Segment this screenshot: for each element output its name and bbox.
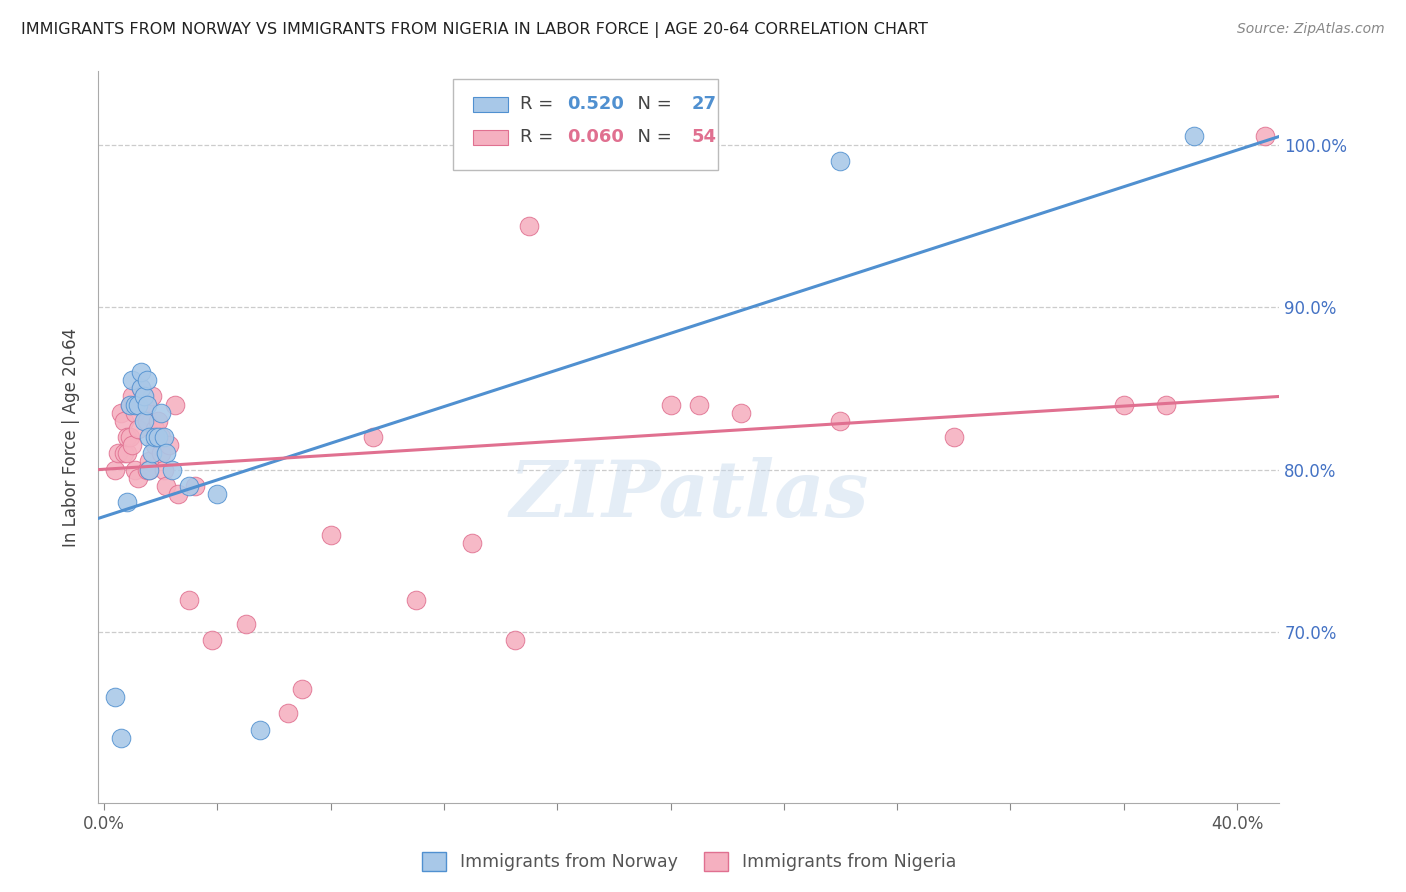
Point — [129, 381, 152, 395]
Point — [129, 381, 152, 395]
Point — [138, 430, 160, 444]
Point — [146, 414, 169, 428]
Point — [249, 723, 271, 737]
Point — [129, 398, 152, 412]
Point — [118, 398, 141, 412]
Point — [1112, 398, 1135, 412]
Text: 54: 54 — [692, 128, 716, 146]
Point — [124, 398, 146, 412]
Point — [112, 446, 135, 460]
Point — [166, 487, 188, 501]
Point — [141, 389, 163, 403]
Point — [730, 406, 752, 420]
Point — [830, 153, 852, 168]
Point — [141, 446, 163, 460]
Y-axis label: In Labor Force | Age 20-64: In Labor Force | Age 20-64 — [62, 327, 80, 547]
Point — [143, 430, 166, 444]
Point — [132, 389, 155, 403]
Point — [132, 398, 155, 412]
Text: IMMIGRANTS FROM NORWAY VS IMMIGRANTS FROM NIGERIA IN LABOR FORCE | AGE 20-64 COR: IMMIGRANTS FROM NORWAY VS IMMIGRANTS FRO… — [21, 22, 928, 38]
Point — [1154, 398, 1177, 412]
Point — [688, 398, 710, 412]
Point — [135, 373, 157, 387]
Point — [138, 462, 160, 476]
Point — [107, 446, 129, 460]
Point — [132, 414, 155, 428]
Point — [461, 535, 484, 549]
Point — [104, 690, 127, 705]
Point — [146, 430, 169, 444]
Point — [135, 462, 157, 476]
Point — [115, 446, 138, 460]
Text: N =: N = — [626, 95, 678, 113]
Point — [127, 422, 149, 436]
Point — [942, 430, 965, 444]
Point — [152, 430, 174, 444]
Point — [118, 430, 141, 444]
FancyBboxPatch shape — [453, 78, 718, 170]
Point — [124, 462, 146, 476]
Point — [235, 617, 257, 632]
Text: ZIPatlas: ZIPatlas — [509, 458, 869, 533]
Text: 27: 27 — [692, 95, 716, 113]
Point — [104, 462, 127, 476]
Point — [1184, 129, 1206, 144]
Point — [183, 479, 205, 493]
Point — [157, 438, 180, 452]
Point — [138, 454, 160, 468]
Point — [112, 414, 135, 428]
Point — [135, 398, 157, 412]
Point — [121, 438, 143, 452]
Point — [830, 414, 852, 428]
Point — [110, 731, 132, 745]
Point — [132, 389, 155, 403]
Point — [121, 373, 143, 387]
Bar — [472, 130, 508, 145]
Point — [517, 219, 540, 233]
Point — [143, 438, 166, 452]
Text: 0.060: 0.060 — [567, 128, 624, 146]
Point — [163, 398, 186, 412]
Point — [115, 495, 138, 509]
Legend: Immigrants from Norway, Immigrants from Nigeria: Immigrants from Norway, Immigrants from … — [415, 845, 963, 879]
Point — [121, 389, 143, 403]
Point — [361, 430, 384, 444]
Point — [291, 681, 314, 696]
Point — [138, 462, 160, 476]
Point — [149, 430, 172, 444]
Point — [1254, 129, 1277, 144]
Point — [319, 527, 342, 541]
Point — [149, 406, 172, 420]
Text: Source: ZipAtlas.com: Source: ZipAtlas.com — [1237, 22, 1385, 37]
Point — [152, 462, 174, 476]
Point — [127, 471, 149, 485]
Point — [160, 462, 183, 476]
Point — [177, 592, 200, 607]
Point — [659, 398, 682, 412]
Point — [115, 430, 138, 444]
Point — [124, 406, 146, 420]
Point — [207, 487, 229, 501]
Text: R =: R = — [520, 128, 560, 146]
Point — [129, 365, 152, 379]
Text: R =: R = — [520, 95, 560, 113]
Text: 0.520: 0.520 — [567, 95, 624, 113]
Point — [155, 479, 177, 493]
Point — [110, 406, 132, 420]
Text: N =: N = — [626, 128, 678, 146]
Point — [135, 414, 157, 428]
Point — [405, 592, 427, 607]
Point — [177, 479, 200, 493]
Point — [277, 706, 299, 721]
Point — [503, 633, 526, 648]
Point — [118, 398, 141, 412]
Point — [201, 633, 224, 648]
Point — [127, 398, 149, 412]
Point — [149, 446, 172, 460]
Point — [155, 446, 177, 460]
Bar — [472, 97, 508, 112]
Point — [143, 422, 166, 436]
